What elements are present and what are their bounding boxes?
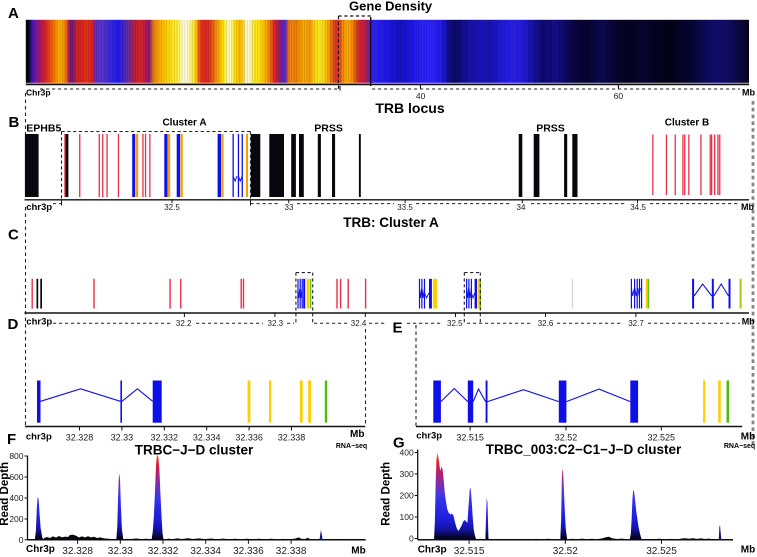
- svg-text:G: G: [393, 434, 405, 451]
- svg-text:32.338: 32.338: [276, 546, 307, 557]
- svg-text:chr3p: chr3p: [26, 432, 52, 443]
- svg-text:C: C: [8, 226, 19, 243]
- svg-text:34: 34: [517, 203, 526, 212]
- svg-text:Mb: Mb: [741, 202, 754, 212]
- svg-text:600: 600: [9, 472, 23, 482]
- svg-text:chr3p: chr3p: [416, 431, 442, 442]
- svg-text:Chr3p: Chr3p: [26, 88, 51, 98]
- svg-text:33: 33: [285, 203, 294, 212]
- svg-text:TRB locus: TRB locus: [375, 100, 444, 116]
- svg-text:300: 300: [400, 469, 414, 479]
- svg-text:32.5: 32.5: [164, 203, 180, 212]
- svg-text:Read Depth: Read Depth: [0, 462, 11, 526]
- svg-text:Chr3p: Chr3p: [26, 544, 55, 555]
- svg-text:32.336: 32.336: [235, 433, 263, 443]
- svg-text:32.5: 32.5: [447, 319, 463, 328]
- svg-text:32.328: 32.328: [66, 433, 94, 443]
- svg-text:32.4: 32.4: [351, 319, 367, 328]
- svg-text:32.332: 32.332: [151, 433, 179, 443]
- svg-text:32.3: 32.3: [268, 319, 284, 328]
- svg-text:100: 100: [400, 512, 414, 522]
- svg-text:RNA−seq: RNA−seq: [724, 443, 755, 450]
- svg-text:32.334: 32.334: [190, 546, 221, 557]
- svg-text:32.52: 32.52: [555, 433, 578, 443]
- svg-text:32.515: 32.515: [456, 433, 484, 443]
- svg-text:RNA−seq: RNA−seq: [336, 443, 367, 450]
- svg-text:400: 400: [9, 493, 23, 503]
- svg-text:0: 0: [409, 534, 414, 544]
- svg-text:Gene Density: Gene Density: [349, 0, 433, 14]
- svg-text:Mb: Mb: [350, 429, 364, 440]
- svg-text:Mb: Mb: [742, 88, 755, 98]
- svg-text:200: 200: [9, 514, 23, 524]
- svg-text:32.338: 32.338: [278, 433, 306, 443]
- svg-text:60: 60: [614, 91, 624, 101]
- svg-text:Read Depth: Read Depth: [381, 462, 393, 526]
- svg-text:B: B: [9, 114, 20, 131]
- svg-text:32.336: 32.336: [233, 546, 264, 557]
- svg-text:32.52: 32.52: [553, 546, 578, 557]
- svg-text:32.2: 32.2: [176, 319, 192, 328]
- svg-text:32.328: 32.328: [62, 546, 93, 557]
- svg-text:32.332: 32.332: [148, 546, 179, 557]
- svg-text:800: 800: [9, 451, 23, 461]
- svg-text:D: D: [8, 316, 19, 333]
- svg-text:Cluster A: Cluster A: [162, 118, 206, 129]
- svg-text:200: 200: [400, 491, 414, 501]
- svg-text:Mb: Mb: [741, 544, 755, 555]
- svg-text:40: 40: [416, 91, 426, 101]
- svg-text:32.525: 32.525: [648, 433, 676, 443]
- svg-text:32.515: 32.515: [454, 546, 485, 557]
- svg-text:32.334: 32.334: [193, 433, 221, 443]
- svg-text:0: 0: [19, 535, 24, 545]
- svg-text:32.7: 32.7: [628, 319, 644, 328]
- svg-text:E: E: [393, 320, 403, 337]
- svg-text:Chr3p: Chr3p: [418, 545, 447, 556]
- svg-text:34.5: 34.5: [630, 203, 646, 212]
- svg-text:400: 400: [400, 448, 414, 458]
- svg-text:32.6: 32.6: [538, 319, 554, 328]
- svg-text:Mb: Mb: [742, 317, 755, 327]
- svg-text:TRBC−J−D cluster: TRBC−J−D cluster: [135, 442, 254, 457]
- svg-text:32.33: 32.33: [111, 433, 134, 443]
- svg-text:A: A: [8, 5, 19, 22]
- svg-text:Cluster B: Cluster B: [665, 118, 709, 129]
- svg-text:EPHB5: EPHB5: [26, 122, 61, 134]
- svg-text:Mb: Mb: [741, 431, 755, 442]
- svg-text:TRBC_003:C2−C1−J−D cluster: TRBC_003:C2−C1−J−D cluster: [486, 442, 682, 457]
- svg-text:32.525: 32.525: [646, 546, 677, 557]
- svg-text:32.33: 32.33: [108, 546, 133, 557]
- svg-text:TRB: Cluster A: TRB: Cluster A: [343, 215, 439, 230]
- svg-text:F: F: [7, 431, 16, 448]
- svg-text:chr3p: chr3p: [26, 316, 52, 327]
- svg-text:PRSS: PRSS: [536, 122, 565, 134]
- svg-text:chr3p: chr3p: [26, 202, 52, 213]
- svg-text:33.5: 33.5: [397, 203, 413, 212]
- svg-text:PRSS: PRSS: [314, 122, 343, 134]
- svg-text:Mb: Mb: [351, 545, 365, 556]
